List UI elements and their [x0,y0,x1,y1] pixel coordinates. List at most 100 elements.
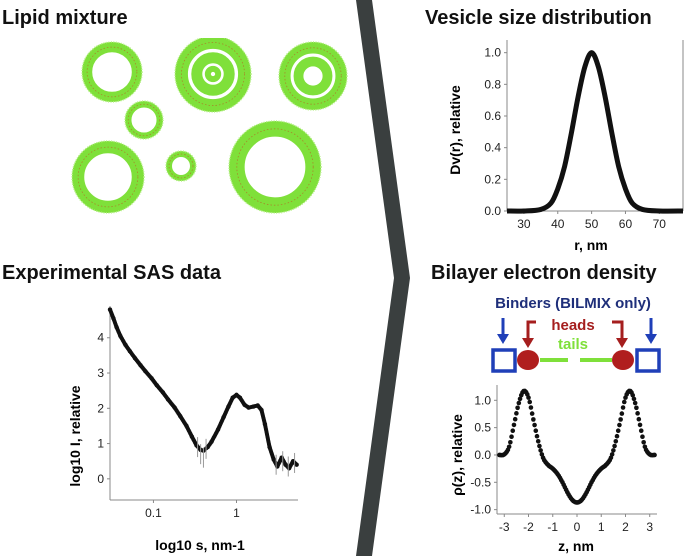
density-point [621,399,627,405]
sas-data-point [118,333,123,339]
vesicle-5 [71,140,145,214]
chevron-divider [356,0,410,556]
vesicle-2 [124,100,164,140]
sas-data-point [267,444,272,450]
density-point [514,411,519,416]
density-x-tick-label: 3 [646,520,653,534]
vesicle-1 [81,41,143,103]
sas-data-point [237,395,243,400]
size-chart: 0.0 0.2 0.4 0.6 0.8 1.0 30 40 50 60 70 Dv(r), rela… [447,40,684,253]
sas-y-tick-label: 3 [97,366,104,380]
size-y-tick-label: 0.6 [484,109,501,123]
density-point [632,400,638,406]
density-point [617,422,622,428]
sas-data-point [283,462,288,467]
density-point [537,443,542,449]
size-x-label: r, nm [574,237,607,253]
binder-box-left [491,348,517,373]
density-point [641,440,646,445]
sas-y-label: log10 I, relative [67,385,83,486]
density-point [515,405,520,411]
density-point [538,448,543,453]
sas-data-point [234,392,239,398]
density-point [652,452,657,458]
sas-y-tick-label: 2 [97,401,104,415]
sas-data-point [209,439,214,444]
density-point [637,422,643,428]
density-point [527,399,533,405]
density-point [534,433,540,439]
sas-data-point [127,348,133,354]
density-point [620,405,626,410]
sas-x-tick-label: 0.1 [145,506,162,520]
sas-x-tick-label: 1 [233,506,240,520]
density-point [640,434,645,440]
density-point [516,400,522,406]
sas-data-point [143,369,148,374]
sas-y-tick-label: 4 [97,331,104,345]
density-y-label: ρ(z), relative [449,414,465,496]
density-point [609,452,615,457]
sas-data-point [111,316,116,321]
density-point [508,440,513,445]
sas-data-point [294,462,299,467]
vesicle-panel [71,38,348,214]
density-x-tick-label: 2 [622,520,629,534]
density-y-tick-label: 1.0 [474,393,491,407]
density-point [612,443,617,449]
binder-arrow-right [645,318,657,344]
sas-data-point [172,405,177,410]
sas-data-point [160,390,166,395]
size-x-tick-label: 50 [585,217,599,231]
bilayer-legend: Binders (BILMIX only) heads tails [491,295,661,373]
sas-data-point [132,356,138,361]
sas-y-tick-label: 1 [97,437,104,451]
sas-data-point [259,407,264,413]
sas-data-point [221,414,226,420]
density-point [511,422,517,428]
size-y-tick-label: 0.4 [484,141,501,155]
sas-data-point [165,397,171,402]
density-y-tick-label: -0.5 [470,475,491,489]
sas-data-point [242,402,247,407]
density-point [509,434,514,440]
density-point [618,417,623,422]
size-y-tick-label: 0.0 [484,204,501,218]
sas-data-point [251,404,256,409]
electron-density-title: Bilayer electron density [431,262,657,284]
density-x-tick-label: 0 [574,520,581,534]
density-point [531,417,536,422]
sas-data-point [138,363,143,368]
size-y-tick-label: 1.0 [484,46,501,60]
heads-label: heads [551,317,594,334]
density-point [635,411,640,416]
density-point [517,396,523,402]
sas-data-point [230,395,235,400]
density-y-tick-label: 0.0 [474,448,491,462]
head-arrow-left [522,320,536,348]
sas-data-point [205,444,210,450]
density-x-tick-label: -1 [547,520,558,534]
head-arrow-right [612,320,628,348]
density-point [512,416,518,422]
sas-data-point [271,457,276,462]
density-point [619,411,625,416]
sas-data-point [226,404,231,409]
density-x-label: z, nm [558,538,594,554]
density-point [528,405,534,410]
binders-label: Binders (BILMIX only) [495,295,651,312]
density-point [611,448,616,453]
density-point [533,428,539,434]
size-x-tick-label: 70 [653,217,667,231]
sas-y-tick-label: 0 [97,472,104,486]
sas-data-point [184,423,189,429]
sas-data-point [149,376,154,381]
density-point [615,428,621,434]
density-point [526,395,531,400]
sas-data-point [107,307,113,312]
sas-x-label: log10 s, nm-1 [155,537,245,553]
sas-data-point [177,413,183,419]
density-point [529,411,535,416]
